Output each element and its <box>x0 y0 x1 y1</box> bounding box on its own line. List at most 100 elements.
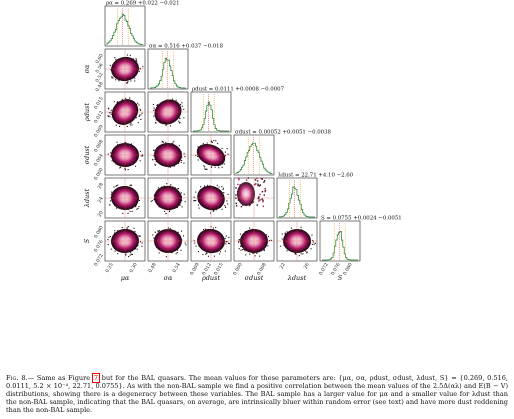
scatter-point <box>181 105 183 107</box>
scatter-point <box>112 77 114 79</box>
scatter-point <box>141 242 143 244</box>
scatter-point <box>181 206 183 208</box>
scatter-point <box>197 155 199 157</box>
scatter-point <box>139 108 141 110</box>
histogram-curve <box>150 57 186 89</box>
histogram-panel-lambda <box>276 177 318 219</box>
scatter-point <box>262 205 264 208</box>
scatter-point <box>203 229 205 231</box>
scatter-point <box>153 107 155 109</box>
scatter-point <box>237 183 239 186</box>
scatter-panel-sigma-sigdust <box>147 134 189 176</box>
scatter-point <box>239 233 241 235</box>
scatter-point <box>115 185 117 187</box>
scatter-point <box>118 80 120 82</box>
scatter-point <box>226 148 228 150</box>
scatter-point <box>240 205 243 208</box>
scatter-panel-mu-rho <box>104 91 146 133</box>
scatter-point <box>264 188 266 190</box>
y-tick-label-rho: 0.009 <box>93 124 105 138</box>
scatter-point <box>239 184 241 186</box>
scatter-point <box>183 162 185 164</box>
scatter-point <box>142 66 144 68</box>
scatter-point <box>181 230 183 232</box>
scatter-point <box>111 76 113 78</box>
scatter-point <box>290 227 292 229</box>
scatter-point <box>142 155 144 157</box>
scatter-point <box>161 140 163 142</box>
scatter-point <box>131 210 133 212</box>
figure-reference-link[interactable]: 7 <box>91 373 101 383</box>
scatter-point <box>155 122 157 124</box>
x-axis-label-sigma: σα <box>164 274 173 282</box>
scatter-point <box>259 199 261 201</box>
scatter-point <box>158 252 160 254</box>
scatter-point <box>200 186 202 188</box>
scatter-point <box>183 108 185 110</box>
scatter-point <box>259 193 261 196</box>
scatter-point <box>173 140 175 142</box>
scatter-point <box>257 197 259 200</box>
scatter-point <box>131 124 133 126</box>
scatter-point <box>126 228 128 230</box>
scatter-point <box>107 244 109 246</box>
scatter-point <box>225 243 227 245</box>
scatter-point <box>126 82 128 84</box>
scatter-point <box>111 191 113 193</box>
scatter-panel-sigma-lambda <box>147 177 189 219</box>
scatter-point <box>262 199 264 201</box>
panel-frame <box>319 220 361 262</box>
scatter-panel-lambda-s <box>276 220 318 262</box>
scatter-point <box>136 60 138 62</box>
scatter-point <box>279 245 281 247</box>
scatter-point <box>129 97 131 99</box>
scatter-point <box>135 248 137 250</box>
scatter-point <box>253 184 256 186</box>
scatter-point <box>139 150 141 152</box>
y-axis-label-lambda: λdust <box>83 188 91 208</box>
histogram-curve <box>106 13 144 46</box>
scatter-point <box>138 104 140 106</box>
scatter-point <box>164 210 166 212</box>
scatter-point <box>221 166 223 168</box>
caption-text-rest: but for the BAL quasars. The mean values… <box>6 374 508 415</box>
scatter-point <box>107 115 109 117</box>
scatter-point <box>154 231 156 233</box>
scatter-point <box>140 109 142 111</box>
scatter-point <box>214 166 216 168</box>
scatter-point <box>180 249 182 251</box>
scatter-point <box>244 250 246 252</box>
x-axis-label-mu: μα <box>121 274 130 282</box>
scatter-point <box>235 187 237 189</box>
scatter-point <box>268 240 270 242</box>
scatter-point <box>108 112 110 114</box>
x-axis-label-sigdust: σdust <box>245 274 264 282</box>
scatter-point <box>225 235 227 237</box>
scatter-point <box>109 235 111 237</box>
y-tick-label-lambda: 20 <box>97 210 105 218</box>
scatter-point <box>115 79 117 81</box>
y-tick-label-sigdust: 0.004 <box>93 153 105 167</box>
scatter-point <box>312 239 314 241</box>
scatter-point <box>263 180 266 182</box>
scatter-point <box>263 249 265 251</box>
scatter-point <box>114 57 116 59</box>
scatter-point <box>152 104 154 106</box>
scatter-point <box>226 200 228 202</box>
scatter-point <box>119 125 121 127</box>
x-tick-label-lambda: 26 <box>303 262 311 270</box>
scatter-panel-rho-s <box>190 220 232 262</box>
scatter-point <box>107 115 109 117</box>
scatter-point <box>157 230 159 232</box>
panel-title-s: S = 0.0755 +0.0024 −0.0051 <box>321 216 402 222</box>
scatter-point <box>137 245 139 247</box>
scatter-point <box>109 116 111 118</box>
scatter-point <box>225 206 227 208</box>
scatter-point <box>300 226 302 228</box>
scatter-point <box>167 227 169 229</box>
scatter-point <box>249 253 251 255</box>
scatter-point <box>248 204 251 207</box>
scatter-point <box>150 200 152 202</box>
scatter-point <box>257 183 259 185</box>
x-tick-label-sigdust: 0.008 <box>256 262 268 276</box>
